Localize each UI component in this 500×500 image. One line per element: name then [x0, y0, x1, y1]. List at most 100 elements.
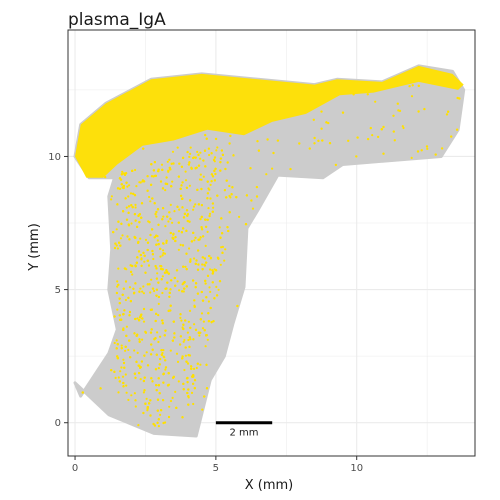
highlight-point [133, 392, 136, 395]
highlight-point [150, 328, 153, 331]
highlight-point [150, 377, 153, 380]
highlight-point [203, 257, 206, 260]
highlight-point [153, 202, 156, 205]
highlight-point [186, 219, 189, 223]
highlight-point [217, 257, 220, 260]
highlight-point [182, 265, 185, 268]
highlight-point [173, 210, 176, 213]
highlight-point [369, 126, 372, 130]
highlight-point [142, 285, 145, 288]
highlight-point [180, 184, 183, 187]
highlight-point [199, 236, 202, 239]
highlight-point [119, 237, 123, 240]
highlight-point [347, 139, 350, 142]
highlight-point [206, 274, 210, 277]
highlight-point [167, 220, 170, 223]
highlight-point [118, 314, 121, 317]
highlight-point [189, 146, 192, 149]
highlight-point [212, 320, 215, 323]
highlight-point [184, 265, 187, 268]
highlight-point [201, 256, 204, 259]
highlight-point [210, 173, 213, 176]
highlight-point [197, 153, 200, 156]
highlight-point [189, 338, 192, 341]
highlight-point [129, 192, 133, 195]
highlight-point [188, 247, 191, 250]
highlight-point [134, 376, 137, 379]
y-axis-ticks: 0 5 10 [48, 152, 68, 429]
highlight-point [209, 257, 212, 260]
highlight-point [211, 281, 214, 284]
highlight-point [186, 376, 189, 380]
highlight-point [213, 179, 216, 182]
highlight-point [169, 288, 172, 291]
highlight-point [181, 244, 185, 247]
highlight-point [289, 167, 292, 171]
highlight-point [157, 367, 160, 370]
highlight-point [126, 185, 129, 188]
highlight-point [157, 281, 160, 284]
highlight-point [194, 328, 198, 331]
highlight-point [125, 384, 128, 387]
highlight-point [208, 214, 211, 218]
highlight-point [177, 380, 180, 383]
highlight-point [187, 163, 190, 166]
highlight-point [143, 376, 146, 379]
highlight-point [110, 198, 113, 201]
highlight-point [156, 239, 159, 242]
highlight-point [116, 357, 119, 360]
highlight-point [199, 173, 202, 176]
highlight-point [194, 156, 197, 159]
highlight-point [216, 146, 219, 149]
highlight-point [186, 214, 189, 217]
highlight-point [138, 316, 142, 319]
highlight-point [182, 382, 185, 385]
highlight-point [128, 184, 131, 187]
highlight-point [186, 362, 190, 365]
highlight-point [226, 226, 229, 229]
highlight-point [185, 209, 189, 212]
highlight-point [134, 405, 137, 408]
highlight-point [181, 181, 184, 184]
highlight-point [129, 300, 132, 303]
highlight-point [204, 282, 207, 285]
highlight-point [159, 357, 162, 361]
highlight-point [221, 153, 224, 156]
highlight-point [149, 331, 153, 334]
highlight-point [199, 217, 202, 221]
highlight-point [99, 387, 102, 390]
highlight-point [188, 155, 191, 158]
highlight-point [144, 271, 147, 274]
highlight-point [219, 157, 223, 160]
highlight-point [168, 158, 171, 161]
highlight-point [195, 259, 198, 262]
highlight-point [148, 221, 151, 224]
highlight-point [140, 216, 143, 219]
highlight-point [200, 290, 203, 294]
highlight-point [204, 345, 207, 348]
highlight-point [190, 367, 193, 370]
highlight-point [162, 242, 165, 245]
highlight-point [161, 351, 164, 355]
highlight-point [192, 374, 195, 377]
highlight-point [458, 97, 461, 100]
highlight-point [164, 182, 167, 185]
highlight-point [187, 320, 190, 323]
highlight-point [356, 136, 359, 139]
panel-border [67, 29, 476, 457]
highlight-point [185, 186, 188, 189]
highlight-point [188, 220, 191, 223]
highlight-point [139, 253, 142, 257]
y-tick-label: 5 [55, 285, 61, 296]
highlight-point [146, 406, 149, 409]
highlight-point [154, 265, 157, 268]
highlight-point [161, 268, 164, 271]
highlight-point [321, 139, 324, 142]
highlight-point [125, 172, 128, 175]
highlight-point [204, 244, 207, 247]
highlight-point [138, 290, 141, 293]
highlight-point [210, 152, 213, 155]
highlight-point [155, 384, 158, 387]
highlight-point [146, 189, 149, 192]
